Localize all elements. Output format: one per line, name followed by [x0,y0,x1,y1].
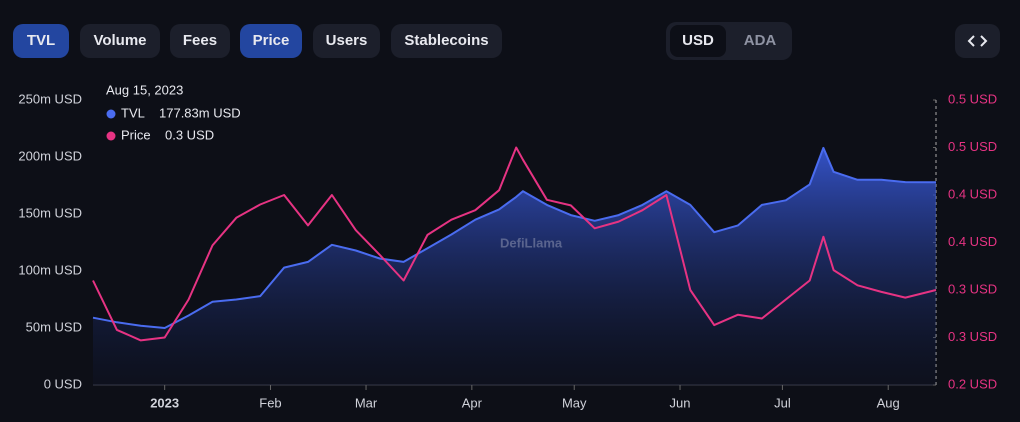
embed-icon [967,35,988,47]
tab-button[interactable]: TVL [13,24,69,58]
y-tick-label: 50m USD [26,319,82,334]
legend-label: TVL [121,105,145,120]
area [93,147,936,385]
currency-option[interactable]: USD [670,25,726,57]
tab-button[interactable]: Price [240,24,302,58]
tooltip-title: Aug 15, 2023 [106,82,183,97]
legend-label: Price [121,127,151,142]
x-tick-label: Jun [670,395,691,410]
line [92,146,937,342]
y2-tick-label: 0.4 USD [948,234,997,249]
y2-tick-label: 0.5 USD [948,139,997,154]
y2-tick-label: 0.3 USD [948,281,997,296]
line [92,146,937,329]
x-tick-label: Apr [462,395,483,410]
y-tick-label: 250m USD [18,91,82,106]
x-tick-label: May [562,395,587,410]
legend-dot [106,109,116,119]
x-tick-label: Jul [774,395,791,410]
y2-tick-label: 0.5 USD [948,91,997,106]
tab-button[interactable]: Stablecoins [391,24,502,58]
x-tick-label: Aug [877,395,900,410]
y2-tick-label: 0.3 USD [948,329,997,344]
y2-tick-label: 0.4 USD [948,186,997,201]
y-tick-label: 100m USD [18,262,82,277]
currency-option[interactable]: ADA [743,32,777,49]
y-tick-label: 200m USD [18,148,82,163]
y-tick-label: 0 USD [44,376,82,391]
currency-toggle: USD ADA [666,22,792,60]
x-tick-label: Feb [259,395,281,410]
legend-dot [106,131,116,141]
tooltip-value: 0.3 USD [165,127,214,142]
x-tick-label: 2023 [150,395,179,410]
tooltip-value: 177.83m USD [159,105,241,120]
tab-button[interactable]: Volume [80,24,160,58]
y-tick-label: 150m USD [18,205,82,220]
embed-button[interactable] [955,24,1000,58]
y2-tick-label: 0.2 USD [948,376,997,391]
x-tick-label: Mar [355,395,378,410]
tab-button[interactable]: Fees [170,24,230,58]
watermark: DefiLlama [500,235,563,250]
tab-button[interactable]: Users [313,24,380,58]
